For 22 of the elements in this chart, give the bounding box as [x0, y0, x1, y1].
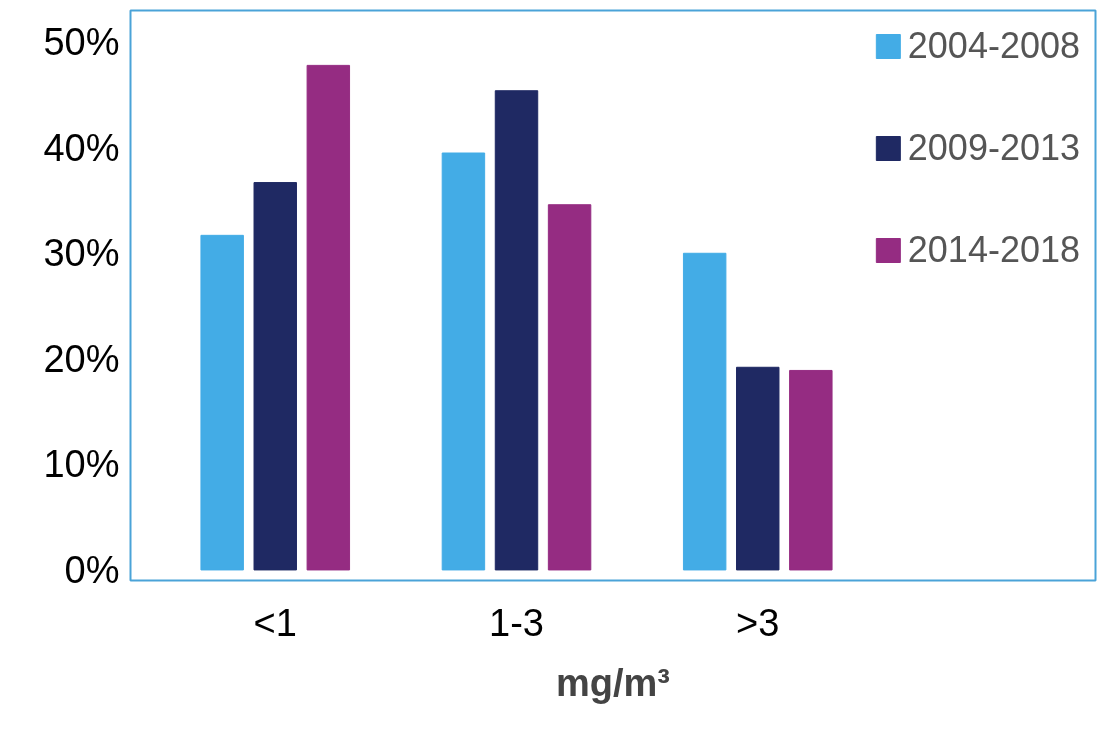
bar: [200, 234, 244, 571]
legend-label: 2014-2018: [907, 229, 1080, 271]
bar: [736, 366, 780, 571]
x-tick-label: >3: [736, 601, 780, 644]
y-tick-label: 40%: [43, 126, 120, 169]
y-tick-label: 50%: [43, 21, 120, 64]
bar: [682, 252, 727, 571]
bar: [547, 204, 592, 571]
bar: [253, 182, 297, 571]
legend-label: 2009-2013: [907, 127, 1080, 169]
y-tick-label: 20%: [43, 337, 120, 380]
y-tick-label: 10%: [43, 443, 120, 486]
y-tick-label: 0%: [64, 548, 120, 591]
x-axis-title: mg/m³: [556, 661, 670, 704]
legend-label: 2004-2008: [907, 25, 1080, 67]
y-tick-label: 30%: [43, 232, 120, 275]
x-tick-label: <1: [253, 601, 297, 644]
bar: [494, 90, 539, 571]
bar: [441, 152, 486, 571]
bar: [306, 64, 351, 571]
x-tick-label: 1-3: [489, 601, 544, 644]
bar: [789, 369, 833, 571]
